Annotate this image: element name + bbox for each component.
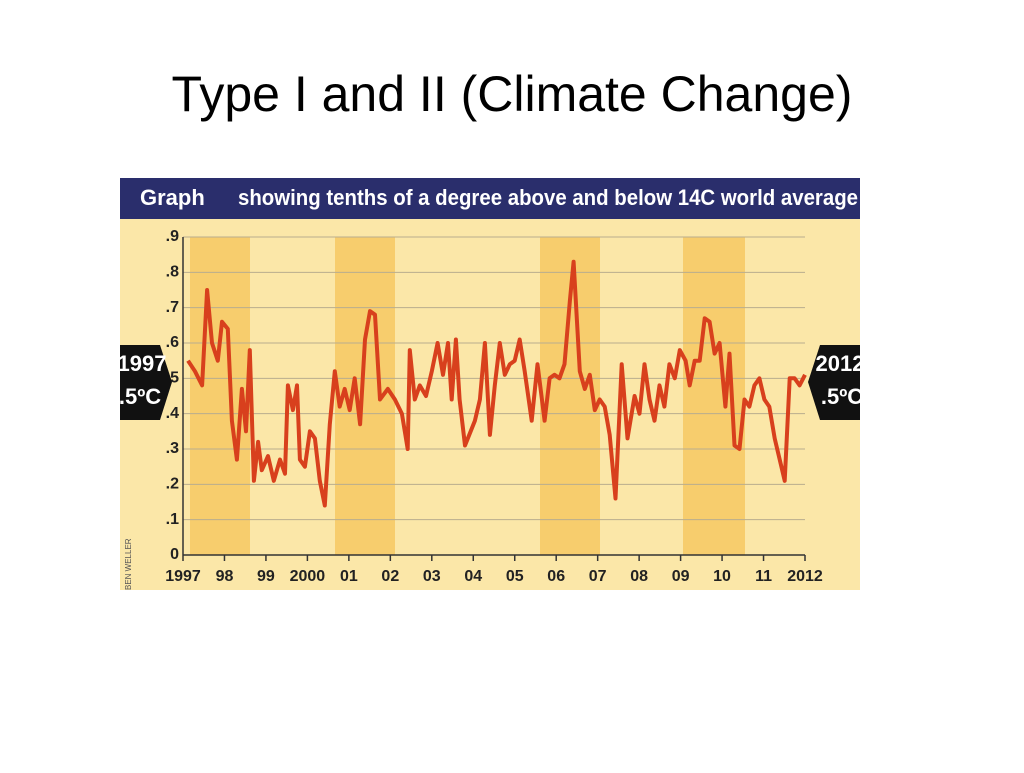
y-tick-label: .4 xyxy=(166,405,179,422)
x-tick-label: 01 xyxy=(340,568,358,585)
y-tick-label: .8 xyxy=(166,264,179,281)
chart-subtitle: showing tenths of a degree above and bel… xyxy=(238,185,858,210)
x-tick-label: 2000 xyxy=(290,568,326,585)
x-tick-label: 02 xyxy=(381,568,399,585)
x-tick-label: 11 xyxy=(755,568,772,585)
x-tick-label: 06 xyxy=(547,568,565,585)
left-label-value: .5ºC xyxy=(119,384,161,409)
x-tick-label: 98 xyxy=(216,568,234,585)
x-tick-label: 10 xyxy=(713,568,731,585)
left-label-year: 1997 xyxy=(118,351,167,376)
y-tick-label: .3 xyxy=(166,440,179,457)
credit: BEN WELLER xyxy=(124,538,133,590)
x-tick-label: 05 xyxy=(506,568,524,585)
x-tick-label: 1997 xyxy=(165,568,201,585)
right-label-year: 2012 xyxy=(816,351,865,376)
x-tick-label: 09 xyxy=(672,568,690,585)
data-line xyxy=(186,259,807,508)
y-tick-label: .6 xyxy=(166,334,179,351)
right-label-value: .5ºC xyxy=(821,384,863,409)
x-tick-label: 03 xyxy=(423,568,441,585)
right-marker xyxy=(808,345,860,420)
left-marker xyxy=(120,345,172,420)
y-tick-label: .2 xyxy=(166,476,179,493)
y-tick-label: .1 xyxy=(166,511,179,528)
x-tick-label: 99 xyxy=(257,568,275,585)
x-tick-label: 08 xyxy=(630,568,648,585)
shaded-band xyxy=(683,237,745,555)
y-tick-label: 0 xyxy=(170,546,179,563)
chart-title: Graph xyxy=(140,185,205,210)
x-tick-label: 04 xyxy=(464,568,482,585)
chart-header xyxy=(120,178,860,219)
slide-title: Type I and II (Climate Change) xyxy=(172,66,853,122)
y-tick-label: .9 xyxy=(166,228,179,245)
x-tick-label: 07 xyxy=(589,568,607,585)
shaded-bands xyxy=(190,237,745,555)
y-tick-label: .7 xyxy=(166,299,179,316)
x-tick-label: 2012 xyxy=(787,568,823,585)
